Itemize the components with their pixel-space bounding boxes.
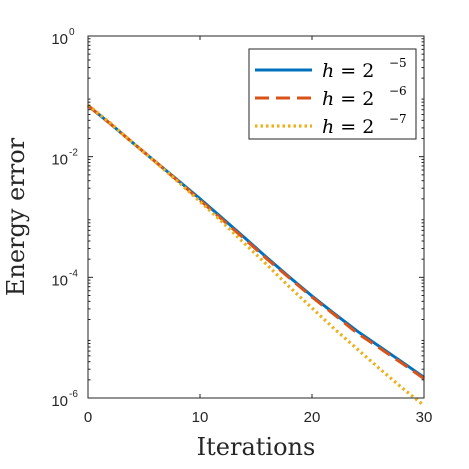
y-tick-exponent: -6 (69, 389, 78, 400)
y-tick-exponent: -2 (69, 148, 78, 159)
series-layer (86, 103, 426, 407)
x-axis-label: Iterations (197, 433, 316, 461)
x-tick-label: 0 (84, 409, 92, 426)
ticks-layer (87, 35, 425, 399)
y-tick-label: 10 (51, 152, 68, 169)
y-axis-label: Energy error (2, 137, 30, 296)
series-line-3 (86, 103, 426, 407)
y-tick-label: 10 (51, 272, 68, 289)
legend-exponent-1: −5 (389, 56, 407, 70)
legend-box (248, 48, 417, 140)
legend-label-3: h = 2 (322, 116, 374, 138)
legend-label-2: h = 2 (322, 88, 374, 110)
x-tick-label: 30 (416, 409, 433, 426)
x-tick-label: 20 (304, 409, 321, 426)
y-tick-label: 10 (51, 393, 68, 410)
x-tick-label: 10 (192, 409, 209, 426)
legend: h = 2 −5 h = 2 −6 h = 2 −7 (248, 48, 417, 140)
y-tick-exponent: -4 (69, 268, 78, 279)
legend-label-1: h = 2 (322, 60, 374, 82)
y-tick-exponent: 0 (69, 27, 75, 38)
legend-exponent-3: −7 (389, 112, 407, 126)
legend-exponent-2: −6 (389, 84, 407, 98)
legend-items: h = 2 −5 h = 2 −6 h = 2 −7 (255, 56, 407, 138)
y-tick-label: 10 (51, 31, 68, 48)
axes-box (87, 35, 425, 399)
